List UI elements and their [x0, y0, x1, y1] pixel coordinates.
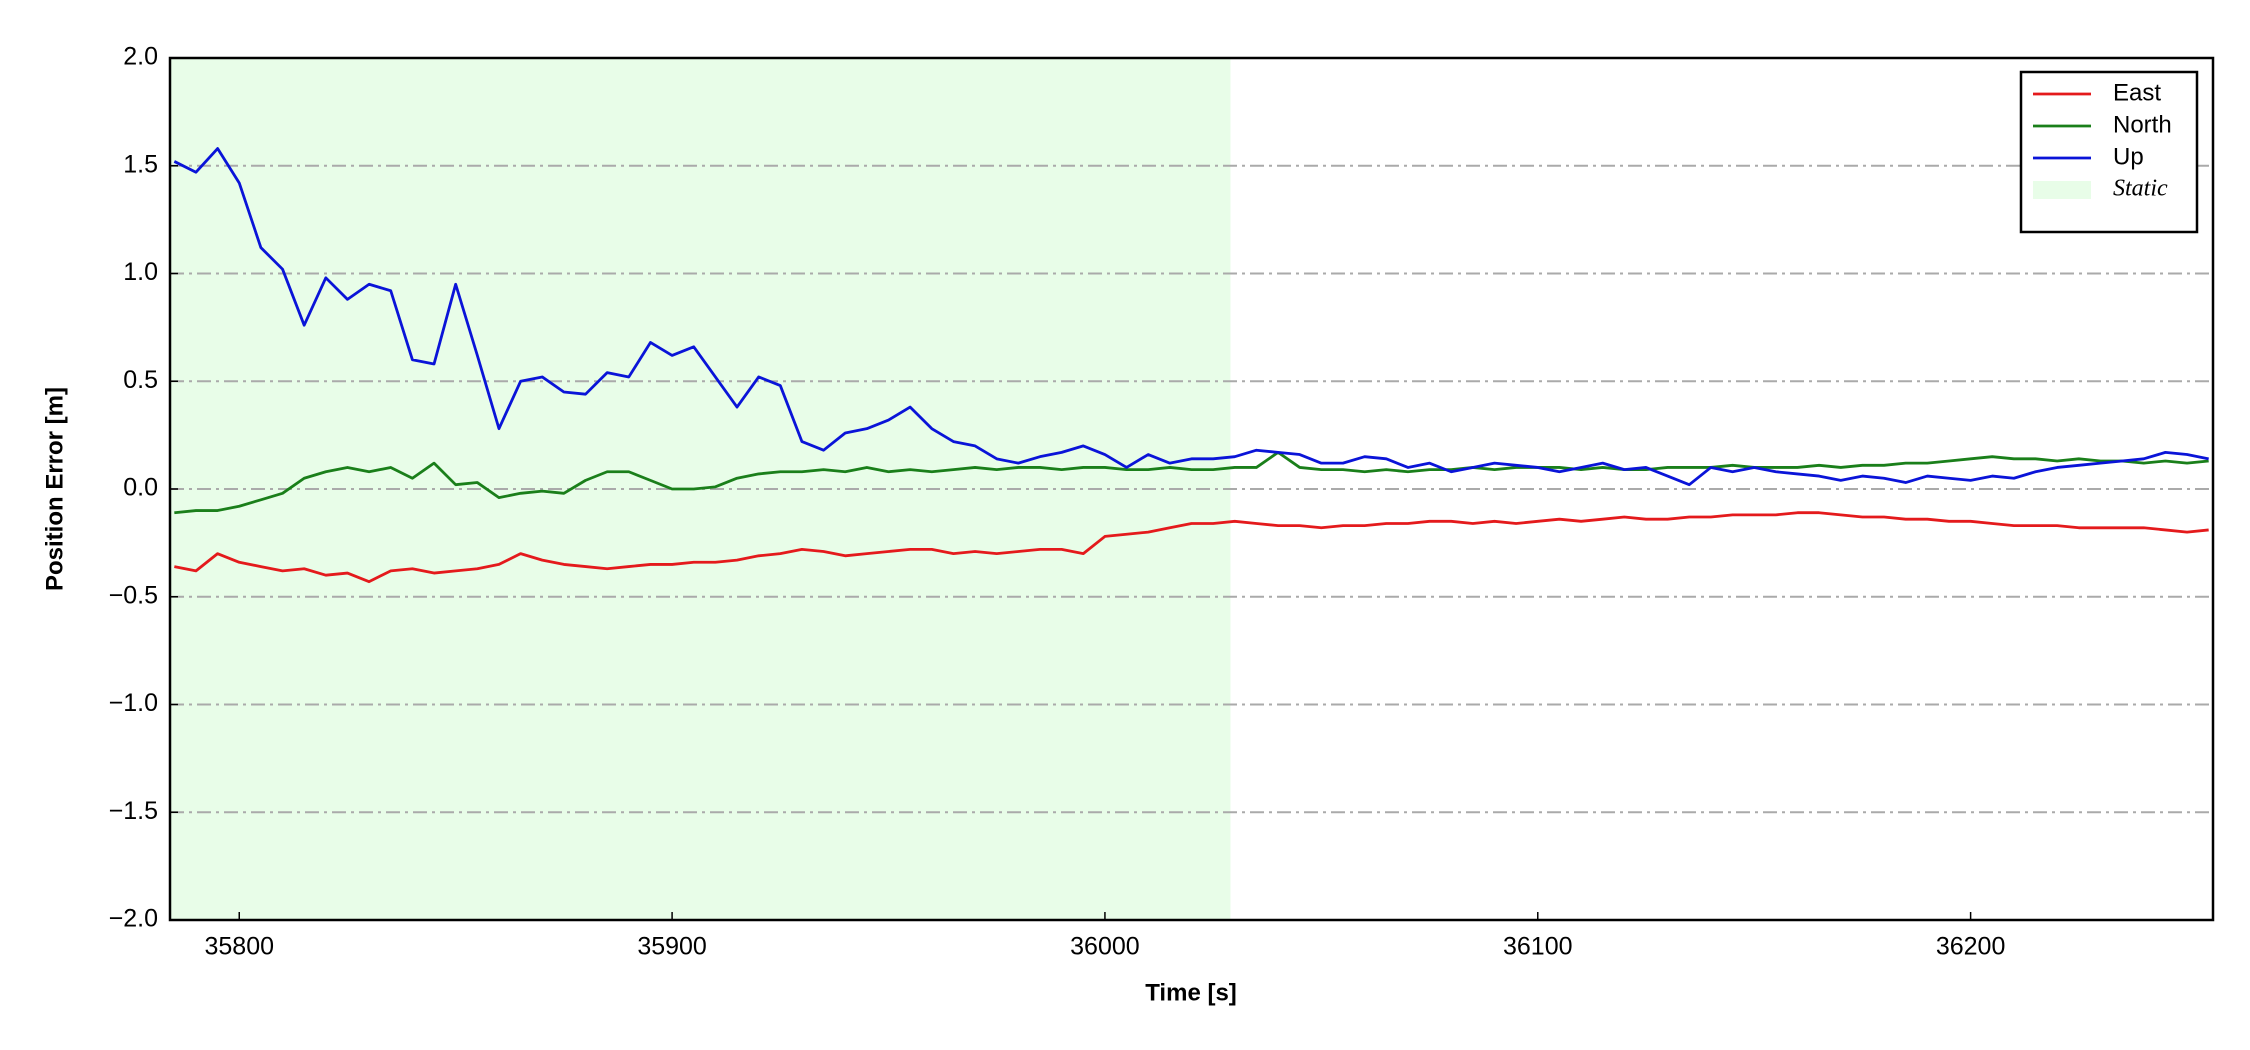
- legend-label: East: [2113, 79, 2161, 106]
- x-tick-label: 36000: [1070, 933, 1140, 961]
- x-axis-label: Time [s]: [1145, 979, 1237, 1006]
- y-axis-label: Position Error [m]: [41, 387, 68, 591]
- line-series: [174, 511, 2209, 584]
- y-tick-label: 2.0: [123, 43, 158, 71]
- legend-label: Static: [2113, 176, 2168, 202]
- y-tick-label: 0.0: [123, 474, 158, 502]
- legend-label: Up: [2113, 143, 2144, 170]
- y-tick-label: 1.5: [123, 150, 158, 178]
- x-tick-label: 36200: [1936, 933, 2006, 961]
- x-tick-label: 35900: [637, 933, 707, 961]
- x-tick-label: 36100: [1503, 933, 1573, 961]
- line-series: [173, 147, 2209, 487]
- y-tick-label: −0.5: [109, 581, 158, 609]
- y-tick-label: 1.0: [123, 258, 158, 286]
- legend-label: North: [2113, 111, 2172, 138]
- y-tick-label: −1.0: [109, 689, 158, 717]
- y-tick-label: −1.5: [109, 797, 158, 825]
- y-tick-label: −2.0: [109, 905, 158, 933]
- line-series: [174, 450, 2209, 515]
- plot-frame: [168, 56, 2215, 922]
- legend-box: [2019, 70, 2199, 234]
- y-tick-label: 0.5: [123, 366, 158, 394]
- legend-swatch: [2033, 181, 2091, 199]
- x-tick-label: 35800: [204, 933, 274, 961]
